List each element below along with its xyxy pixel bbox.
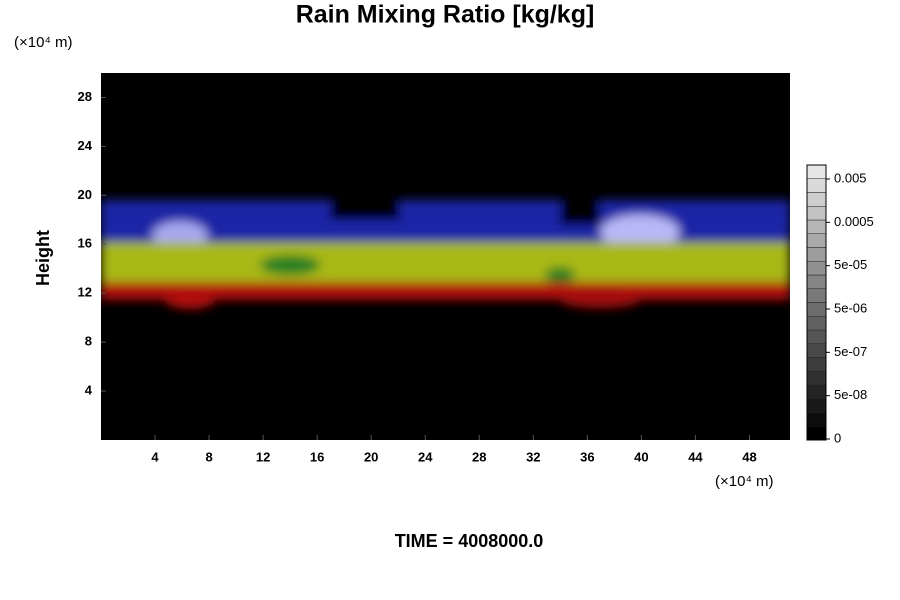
x-tick-label: 4 xyxy=(151,449,159,464)
colorbar-step xyxy=(806,343,827,358)
colorbar-tick-label: 0.0005 xyxy=(834,214,874,229)
x-tick-label: 24 xyxy=(418,449,433,464)
x-tick-label: 8 xyxy=(205,449,212,464)
red-patch xyxy=(165,291,215,309)
colorbar-frame xyxy=(806,164,827,441)
colorbar-step xyxy=(806,247,827,262)
colorbar-tick-label: 5e-05 xyxy=(834,257,867,272)
colorbar-step xyxy=(806,371,827,386)
x-tick-label: 36 xyxy=(580,449,594,464)
gap xyxy=(560,200,600,225)
ice-patch xyxy=(600,214,680,250)
x-tick-label: 28 xyxy=(472,449,486,464)
green-patch xyxy=(260,255,320,275)
colorbar-step xyxy=(806,178,827,193)
colorbar-tick-label: 5e-06 xyxy=(834,300,867,315)
y-tick-label: 8 xyxy=(85,334,92,349)
red-patch xyxy=(560,292,640,308)
colorbar-step xyxy=(806,233,827,248)
colorbar-step xyxy=(806,261,827,276)
colorbar-tick-label: 5e-08 xyxy=(834,387,867,402)
y-tick-label: 12 xyxy=(78,285,92,300)
x-tick-label: 40 xyxy=(634,449,648,464)
colorbar-step xyxy=(806,316,827,331)
colorbar-step xyxy=(806,302,827,317)
x-tick-label: 48 xyxy=(742,449,756,464)
y-axis-label: Height xyxy=(33,230,53,286)
y-tick-label: 24 xyxy=(78,138,93,153)
colorbar-step xyxy=(806,426,827,441)
y-tick-label: 28 xyxy=(78,89,92,104)
colorbar-step xyxy=(806,192,827,207)
x-tick-label: 44 xyxy=(688,449,703,464)
colorbar-step xyxy=(806,164,827,179)
x-tick-label: 32 xyxy=(526,449,540,464)
colorbar-step xyxy=(806,288,827,303)
green-patch xyxy=(545,267,575,283)
colorbar-step xyxy=(806,384,827,399)
chart-title: Rain Mixing Ratio [kg/kg] xyxy=(296,1,595,29)
colorbar-step xyxy=(806,274,827,289)
x-unit: (×10⁴ m) xyxy=(715,473,774,490)
colorbar-step xyxy=(806,219,827,234)
footer-time: TIME = 4008000.0 xyxy=(395,531,544,551)
x-tick-label: 20 xyxy=(364,449,378,464)
colorbar-step xyxy=(806,206,827,221)
render xyxy=(101,200,790,309)
x-tick-label: 16 xyxy=(310,449,324,464)
y-unit: (×10⁴ m) xyxy=(14,34,73,51)
colorbar-step xyxy=(806,412,827,427)
y-tick-label: 4 xyxy=(85,383,93,398)
x-tick-label: 12 xyxy=(256,449,270,464)
colorbar-tick-label: 0.005 xyxy=(834,170,867,185)
yellow-band xyxy=(101,242,790,287)
colorbar-step xyxy=(806,398,827,413)
colorbar-step xyxy=(806,357,827,372)
colorbar-tick-label: 5e-07 xyxy=(834,344,867,359)
colorbar xyxy=(806,164,827,441)
gap xyxy=(330,200,400,220)
y-tick-label: 20 xyxy=(78,187,92,202)
y-tick-label: 16 xyxy=(78,236,92,251)
colorbar-tick-label: 0 xyxy=(834,430,841,445)
colorbar-step xyxy=(806,329,827,344)
